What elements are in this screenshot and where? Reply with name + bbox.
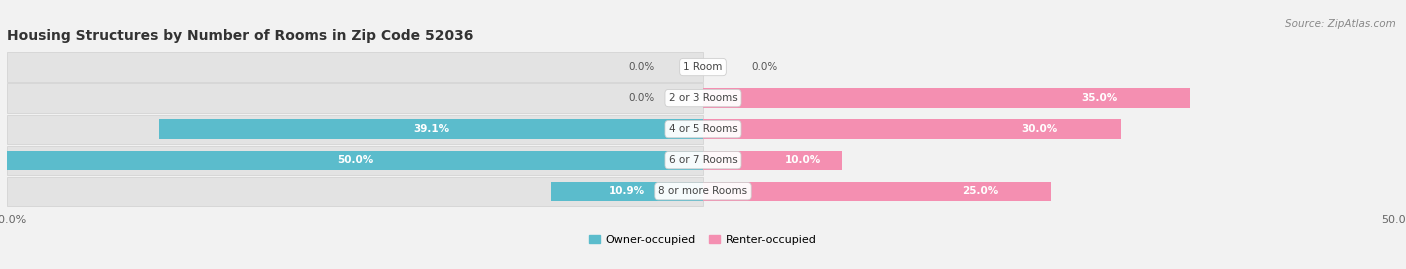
Text: 2 or 3 Rooms: 2 or 3 Rooms [669, 93, 737, 103]
Text: 30.0%: 30.0% [1022, 124, 1057, 134]
Text: 6 or 7 Rooms: 6 or 7 Rooms [669, 155, 737, 165]
Text: 4 or 5 Rooms: 4 or 5 Rooms [669, 124, 737, 134]
Bar [159, 119, 703, 139]
Bar [7, 52, 703, 82]
Text: 0.0%: 0.0% [628, 93, 654, 103]
Text: Source: ZipAtlas.com: Source: ZipAtlas.com [1285, 19, 1396, 29]
Bar [703, 151, 842, 170]
Text: 0.0%: 0.0% [752, 62, 778, 72]
Legend: Owner-occupied, Renter-occupied: Owner-occupied, Renter-occupied [585, 231, 821, 249]
Bar [551, 182, 703, 201]
Bar [7, 146, 703, 175]
Text: 25.0%: 25.0% [963, 186, 998, 196]
Text: 0.0%: 0.0% [628, 62, 654, 72]
Bar [7, 177, 703, 206]
Text: 1 Room: 1 Room [683, 62, 723, 72]
Bar [703, 89, 1191, 108]
Bar [703, 119, 1121, 139]
Text: 10.0%: 10.0% [785, 155, 821, 165]
Text: Housing Structures by Number of Rooms in Zip Code 52036: Housing Structures by Number of Rooms in… [7, 29, 474, 43]
Text: 8 or more Rooms: 8 or more Rooms [658, 186, 748, 196]
Bar [703, 182, 1052, 201]
Bar [7, 151, 703, 170]
Bar [7, 115, 703, 144]
Text: 50.0%: 50.0% [337, 155, 373, 165]
Text: 35.0%: 35.0% [1081, 93, 1118, 103]
Bar [7, 83, 703, 113]
Text: 39.1%: 39.1% [413, 124, 449, 134]
Text: 10.9%: 10.9% [609, 186, 645, 196]
